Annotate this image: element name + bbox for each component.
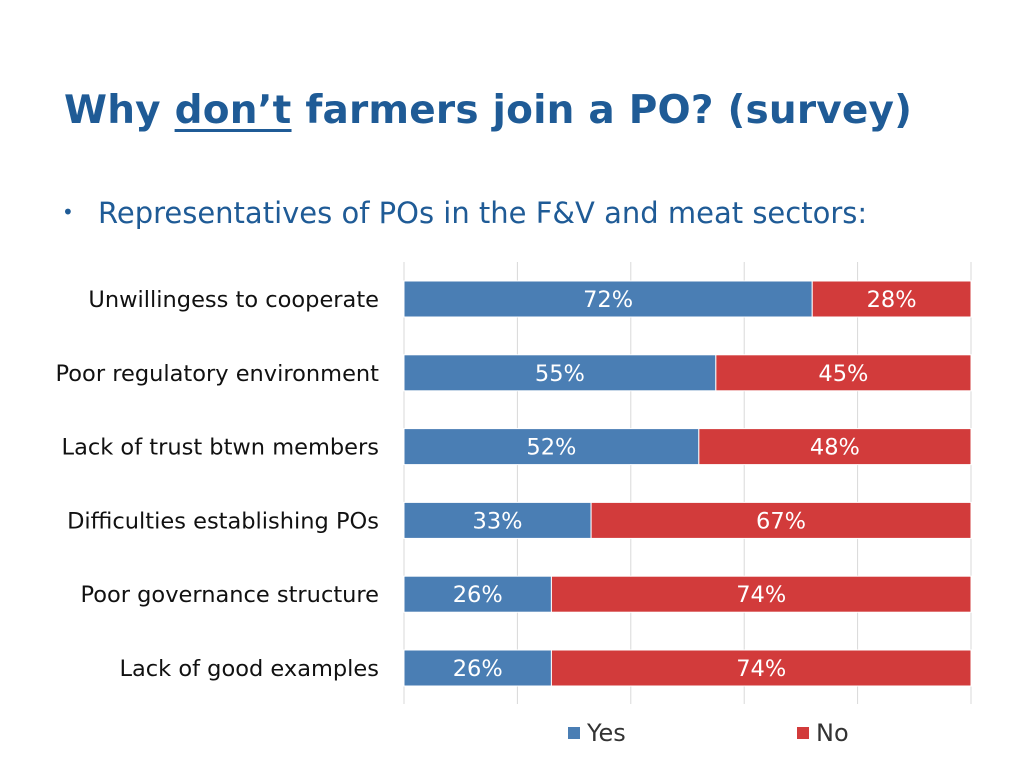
data-label: 33%: [473, 508, 523, 534]
category-label: Unwillingess to cooperate: [88, 287, 379, 313]
data-label: 26%: [453, 582, 503, 608]
bar-segment-no: [550, 649, 972, 687]
data-label: 67%: [756, 508, 806, 534]
bar-segment-no: [715, 354, 972, 392]
legend-label-yes: Yes: [586, 719, 626, 747]
page-title: Why don’t farmers join a PO? (survey): [64, 88, 912, 133]
category-labels: Unwillingess to cooperate Poor regulatory…: [56, 287, 380, 682]
bar-segment-no: [550, 575, 972, 613]
data-label: 52%: [526, 435, 576, 461]
bar-segment-no: [811, 280, 972, 318]
legend-swatch-no: [797, 727, 809, 739]
grid-lines: [403, 262, 972, 704]
bar-segment-yes: [403, 649, 552, 687]
category-label: Lack of good examples: [119, 656, 379, 682]
title-emphasis: don’t: [174, 88, 292, 133]
legend-swatch-yes: [568, 727, 580, 739]
title-after: farmers join a PO? (survey): [305, 88, 913, 133]
category-label: Poor governance structure: [80, 582, 379, 608]
bar-segment-no: [698, 428, 972, 466]
data-label: 28%: [867, 287, 917, 313]
data-label: 72%: [583, 287, 633, 313]
bar-segment-yes: [403, 501, 592, 539]
bar-segment-yes: [403, 575, 552, 613]
data-label: 74%: [736, 582, 786, 608]
bar-segment-no: [590, 501, 972, 539]
category-label: Poor regulatory environment: [56, 361, 380, 387]
data-label: 26%: [453, 656, 503, 682]
category-label: Difficulties establishing POs: [67, 508, 379, 534]
bullet-point: • Representatives of POs in the F&V and m…: [62, 196, 867, 230]
bars: 72% 28% 55% 45% 52% 48% 33% 67% 26% 74% 26% 74%: [403, 280, 972, 687]
data-label: 45%: [818, 361, 868, 387]
bullet-text: Representatives of POs in the F&V and me…: [98, 196, 868, 230]
bar-segment-yes: [403, 428, 700, 466]
legend-label-no: No: [816, 719, 849, 747]
data-label: 74%: [736, 656, 786, 682]
legend: Yes No: [568, 719, 849, 747]
category-label: Lack of trust btwn members: [62, 435, 379, 461]
title-before: Why: [64, 88, 161, 133]
data-label: 55%: [535, 361, 585, 387]
data-label: 48%: [810, 435, 860, 461]
bullet-icon: •: [62, 200, 74, 224]
